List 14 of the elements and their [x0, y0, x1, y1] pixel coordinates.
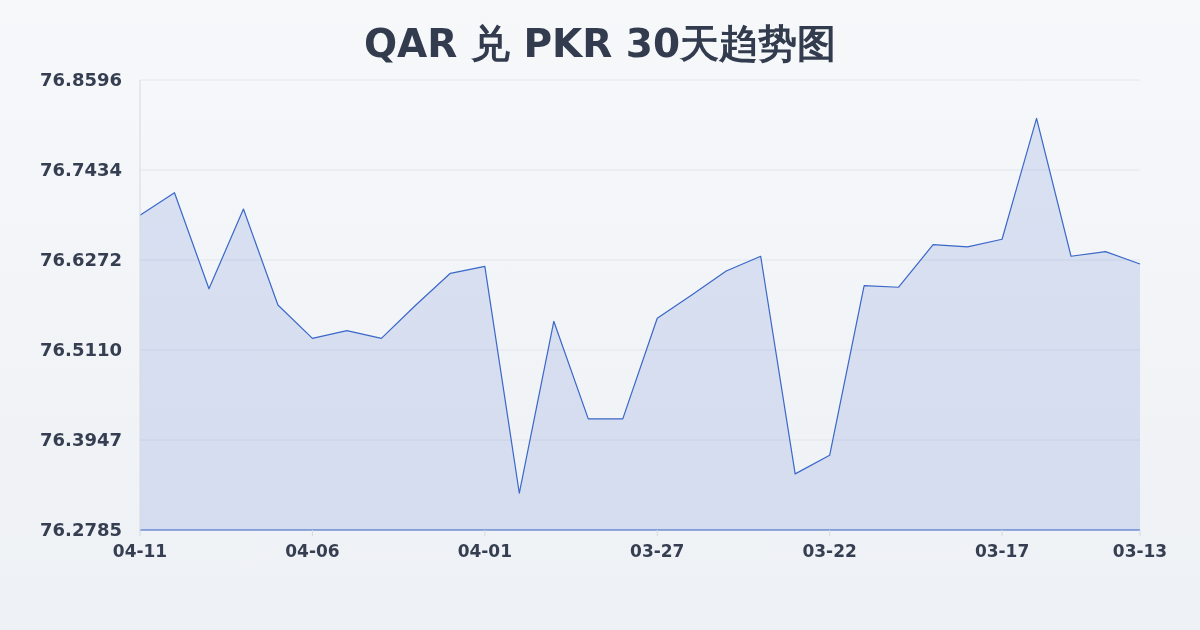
y-tick-label: 76.3947	[40, 429, 122, 451]
x-tick-label: 04-01	[457, 541, 513, 561]
x-tick-label: 03-22	[802, 541, 857, 561]
y-tick-label: 76.5110	[40, 339, 122, 361]
chart-title: QAR 兑 PKR 30天趋势图	[363, 21, 837, 66]
x-tick-label: 03-13	[1112, 541, 1168, 561]
x-tick-label: 04-06	[285, 541, 340, 561]
y-tick-label: 76.6272	[40, 249, 122, 271]
y-tick-label: 76.7434	[40, 159, 122, 181]
y-tick-label: 76.8596	[40, 69, 122, 91]
x-tick-label: 03-17	[974, 541, 1030, 561]
y-tick-label: 76.2785	[40, 519, 122, 541]
x-tick-label: 04-11	[112, 541, 168, 561]
x-tick-label: 03-27	[630, 541, 685, 561]
